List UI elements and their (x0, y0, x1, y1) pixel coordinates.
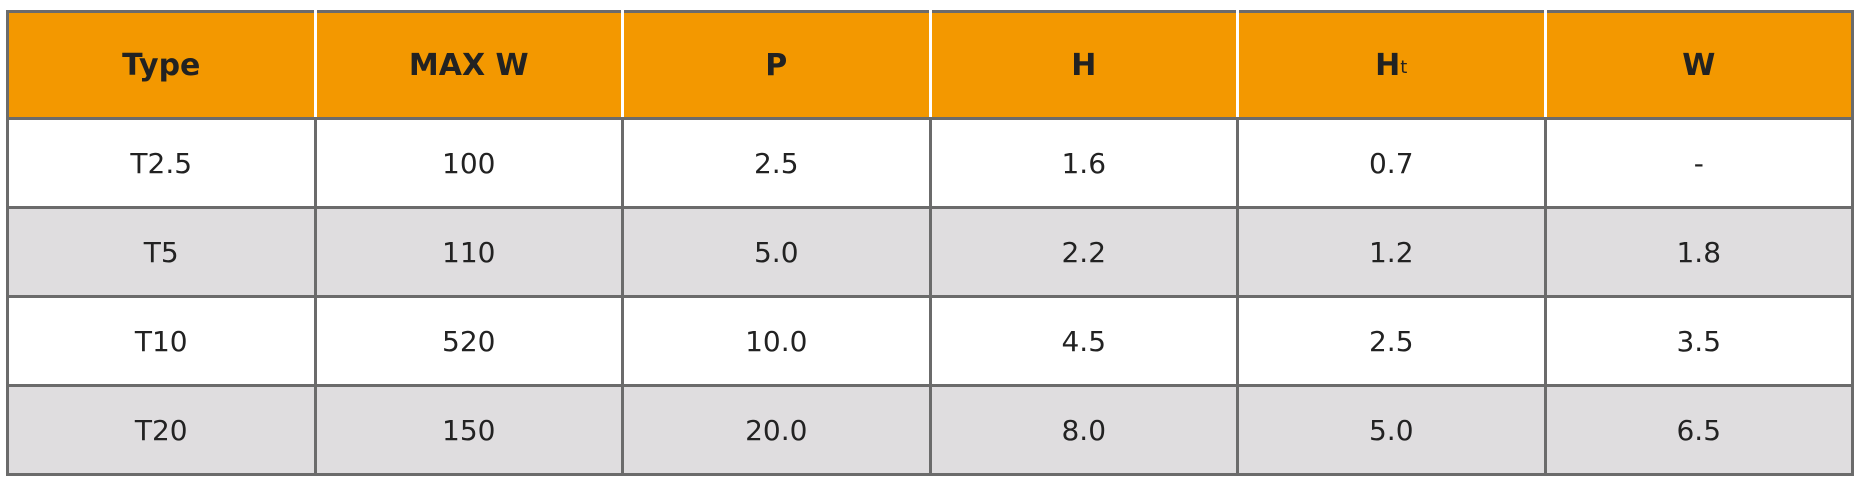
table-row: T10 520 10.0 4.5 2.5 3.5 (6, 295, 1854, 387)
table-cell: 1.6 (928, 117, 1239, 209)
table-cell: T20 (6, 384, 317, 476)
table-row: T5 110 5.0 2.2 1.2 1.8 (6, 206, 1854, 298)
header-cell: W (1543, 10, 1854, 120)
table-cell: 10.0 (621, 295, 932, 387)
table-cell: 20.0 (621, 384, 932, 476)
table-row: T20 150 20.0 8.0 5.0 6.5 (6, 384, 1854, 476)
table-cell: 2.5 (1236, 295, 1547, 387)
table-cell: 3.5 (1543, 295, 1854, 387)
table-cell: 520 (313, 295, 624, 387)
table-cell: 1.8 (1543, 206, 1854, 298)
table-cell: 2.5 (621, 117, 932, 209)
table-cell: 5.0 (621, 206, 932, 298)
header-cell: Type (6, 10, 317, 120)
table-cell: 4.5 (928, 295, 1239, 387)
table-cell: 6.5 (1543, 384, 1854, 476)
table-cell: 8.0 (928, 384, 1239, 476)
header-text: H (1375, 47, 1401, 83)
table-cell: 0.7 (1236, 117, 1547, 209)
table-cell: 5.0 (1236, 384, 1547, 476)
table-cell: 100 (313, 117, 624, 209)
header-cell: P (621, 10, 932, 120)
table-cell: - (1543, 117, 1854, 209)
header-subscript: t (1400, 56, 1408, 78)
table-body: T2.5 100 2.5 1.6 0.7- T5 110 5.0 2.2 1.2 1.8 T10 520… (6, 117, 1854, 476)
table-cell: 2.2 (928, 206, 1239, 298)
header-cell: MAX W (313, 10, 624, 120)
header-cell: H (928, 10, 1239, 120)
spec-table: Type MAX W P H Ht W T2.5 100 2.5 1.6 0.7- T5 110 5.0… (6, 10, 1854, 476)
table-cell: 1.2 (1236, 206, 1547, 298)
table-row: T2.5 100 2.5 1.6 0.7- (6, 117, 1854, 209)
table-cell: 110 (313, 206, 624, 298)
header-cell: Ht (1236, 10, 1547, 120)
table-cell: 150 (313, 384, 624, 476)
table-cell: T5 (6, 206, 317, 298)
table-cell: T2.5 (6, 117, 317, 209)
header-row: Type MAX W P H Ht W (6, 10, 1854, 120)
table-cell: T10 (6, 295, 317, 387)
table-header: Type MAX W P H Ht W (6, 10, 1854, 120)
